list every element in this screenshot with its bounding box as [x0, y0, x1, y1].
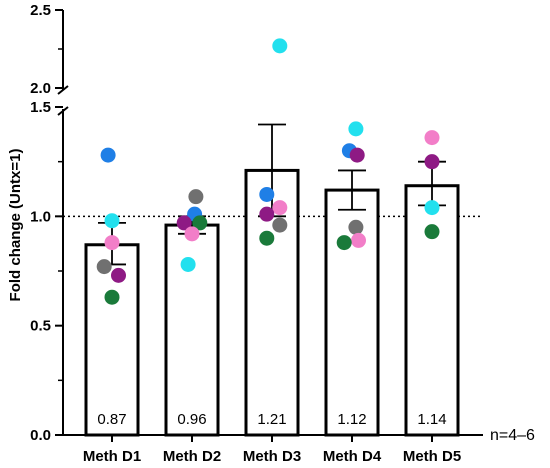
y-tick-label: 1.5: [30, 99, 51, 116]
data-point: [259, 186, 275, 202]
data-point: [104, 235, 120, 251]
data-point: [188, 189, 204, 205]
axis-break-mark: [57, 85, 69, 95]
labels-group: Fold change (Untx=1) 0.87 0.96 1.21 1.12 1.14…: [7, 149, 535, 444]
data-point: [184, 226, 200, 242]
data-point: [349, 147, 365, 163]
bar-value-label: 0.87: [97, 411, 126, 428]
data-point: [259, 230, 275, 246]
data-point: [272, 200, 288, 216]
bar-value-label: 1.21: [257, 411, 286, 428]
y-tick-label: 2.5: [30, 2, 51, 19]
bar-value-label: 1.12: [337, 411, 366, 428]
x-tick-label: Meth D1: [83, 448, 141, 465]
bar-value-label: 1.14: [417, 411, 446, 428]
bar: [164, 223, 220, 437]
data-point: [104, 289, 120, 305]
bar-value-label: 0.96: [177, 411, 206, 428]
y-axis: 0.0 0.5 1.0 1.5 2.0 2.5: [30, 2, 69, 444]
data-point: [424, 224, 440, 240]
axis-break-mark: [57, 106, 69, 116]
data-point: [348, 121, 364, 137]
data-point: [348, 219, 364, 235]
data-point: [351, 232, 366, 248]
data-point: [192, 215, 208, 231]
points-group: [96, 38, 440, 305]
y-tick-label: 2.0: [30, 80, 51, 97]
bar: [404, 184, 460, 437]
data-point: [100, 147, 116, 163]
x-tick-label: Meth D3: [243, 448, 301, 465]
sample-size-note: n=4–6: [490, 427, 535, 444]
data-point: [96, 259, 112, 275]
data-point: [424, 200, 440, 216]
x-axis: Meth D1 Meth D2 Meth D3 Meth D4 Meth D5: [63, 434, 483, 465]
data-point: [180, 256, 196, 272]
data-point: [272, 217, 288, 233]
data-point: [336, 235, 352, 251]
data-point: [424, 154, 440, 170]
x-tick-label: Meth D2: [163, 448, 221, 465]
data-point: [272, 38, 288, 54]
y-tick-label: 0.5: [30, 318, 51, 335]
y-tick-label: 0.0: [30, 427, 51, 444]
x-tick-label: Meth D5: [403, 448, 461, 465]
data-point: [176, 215, 192, 231]
data-point: [424, 130, 440, 146]
data-point: [104, 213, 120, 229]
data-point: [111, 267, 126, 283]
x-tick-label: Meth D4: [323, 448, 382, 465]
y-axis-label: Fold change (Untx=1): [7, 149, 24, 302]
data-point: [259, 206, 275, 222]
y-tick-label: 1.0: [30, 208, 51, 225]
